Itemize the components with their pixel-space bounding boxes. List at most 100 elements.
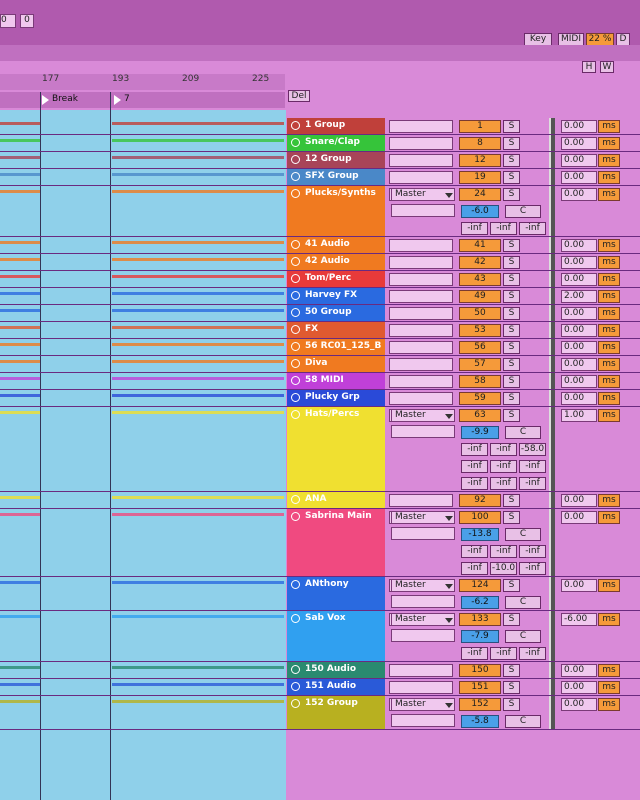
send[interactable]: -58.0 bbox=[519, 443, 546, 456]
delay-value[interactable]: 0.00 bbox=[561, 681, 597, 694]
track-icon[interactable] bbox=[291, 257, 300, 266]
track-name[interactable]: Hats/Percs bbox=[287, 407, 385, 491]
solo-button[interactable]: S bbox=[503, 154, 520, 167]
delay-value[interactable]: 0.00 bbox=[561, 307, 597, 320]
delay-unit[interactable]: ms bbox=[598, 341, 620, 354]
delay-unit[interactable]: ms bbox=[598, 494, 620, 507]
solo-button[interactable]: S bbox=[503, 171, 520, 184]
track-icon[interactable] bbox=[291, 138, 300, 147]
track-icon[interactable] bbox=[291, 172, 300, 181]
volume[interactable]: -9.9 bbox=[461, 426, 499, 439]
solo-button[interactable]: S bbox=[503, 579, 520, 592]
send[interactable]: -inf bbox=[490, 443, 517, 456]
pan[interactable]: C bbox=[505, 596, 541, 609]
track-name[interactable]: Plucks/Synths bbox=[287, 186, 385, 236]
send[interactable]: -inf bbox=[490, 477, 517, 490]
track-icon[interactable] bbox=[291, 614, 300, 623]
solo-button[interactable]: S bbox=[503, 307, 520, 320]
track-name[interactable]: ANthony bbox=[287, 577, 385, 610]
solo-button[interactable]: S bbox=[503, 137, 520, 150]
track-icon[interactable] bbox=[291, 240, 300, 249]
delay-value[interactable]: 0.00 bbox=[561, 273, 597, 286]
solo-button[interactable]: S bbox=[503, 511, 520, 524]
delay-value[interactable]: 0.00 bbox=[561, 698, 597, 711]
volume[interactable]: -5.8 bbox=[461, 715, 499, 728]
track-name[interactable]: Sabrina Main bbox=[287, 509, 385, 576]
solo-button[interactable]: S bbox=[503, 409, 520, 422]
track-icon[interactable] bbox=[291, 359, 300, 368]
delay-value[interactable]: 1.00 bbox=[561, 409, 597, 422]
delay-unit[interactable]: ms bbox=[598, 681, 620, 694]
track-icon[interactable] bbox=[291, 155, 300, 164]
output-routing[interactable]: Master bbox=[391, 409, 455, 422]
track-icon[interactable] bbox=[291, 325, 300, 334]
send[interactable]: -inf bbox=[490, 460, 517, 473]
send[interactable]: -inf bbox=[490, 647, 517, 660]
track-name[interactable]: 12 Group bbox=[287, 152, 385, 168]
solo-button[interactable]: S bbox=[503, 375, 520, 388]
solo-button[interactable]: S bbox=[503, 681, 520, 694]
delay-value[interactable]: 0.00 bbox=[561, 171, 597, 184]
track-icon[interactable] bbox=[291, 699, 300, 708]
solo-button[interactable]: S bbox=[503, 239, 520, 252]
w-button[interactable]: W bbox=[600, 61, 614, 73]
solo-button[interactable]: S bbox=[503, 273, 520, 286]
send[interactable]: -inf bbox=[519, 460, 546, 473]
track-name[interactable]: 152 Group bbox=[287, 696, 385, 729]
track-name[interactable]: 56 RC01_125_B bbox=[287, 339, 385, 355]
pan[interactable]: C bbox=[505, 630, 541, 643]
solo-button[interactable]: S bbox=[503, 256, 520, 269]
solo-button[interactable]: S bbox=[503, 188, 520, 201]
send[interactable]: -inf bbox=[519, 477, 546, 490]
delay-unit[interactable]: ms bbox=[598, 188, 620, 201]
delay-value[interactable]: 0.00 bbox=[561, 188, 597, 201]
output-routing[interactable]: Master bbox=[391, 579, 455, 592]
track-name[interactable]: FX bbox=[287, 322, 385, 338]
delay-unit[interactable]: ms bbox=[598, 698, 620, 711]
solo-button[interactable]: S bbox=[503, 392, 520, 405]
track-name[interactable]: 1 Group bbox=[287, 118, 385, 134]
track-name[interactable]: 42 Audio bbox=[287, 254, 385, 270]
delay-value[interactable]: 0.00 bbox=[561, 154, 597, 167]
delay-unit[interactable]: ms bbox=[598, 239, 620, 252]
delay-value[interactable]: 0.00 bbox=[561, 494, 597, 507]
send[interactable]: -inf bbox=[461, 647, 488, 660]
track-name[interactable]: SFX Group bbox=[287, 169, 385, 185]
volume[interactable]: -7.9 bbox=[461, 630, 499, 643]
track-name[interactable]: 151 Audio bbox=[287, 679, 385, 695]
delay-unit[interactable]: ms bbox=[598, 256, 620, 269]
solo-button[interactable]: S bbox=[503, 494, 520, 507]
delay-value[interactable]: 0.00 bbox=[561, 239, 597, 252]
delay-unit[interactable]: ms bbox=[598, 409, 620, 422]
output-routing[interactable]: Master bbox=[391, 511, 455, 524]
track-name[interactable]: 150 Audio bbox=[287, 662, 385, 678]
delay-unit[interactable]: ms bbox=[598, 613, 620, 626]
send[interactable]: -inf bbox=[461, 477, 488, 490]
delay-value[interactable]: 0.00 bbox=[561, 664, 597, 677]
volume[interactable]: -6.0 bbox=[461, 205, 499, 218]
delay-value[interactable]: 0.00 bbox=[561, 256, 597, 269]
output-routing[interactable]: Master bbox=[391, 698, 455, 711]
send[interactable]: -inf bbox=[461, 443, 488, 456]
pan[interactable]: C bbox=[505, 715, 541, 728]
solo-button[interactable]: S bbox=[503, 613, 520, 626]
track-icon[interactable] bbox=[291, 665, 300, 674]
del-button[interactable]: Del bbox=[288, 90, 310, 102]
send[interactable]: -inf bbox=[461, 460, 488, 473]
solo-button[interactable]: S bbox=[503, 324, 520, 337]
pan[interactable]: C bbox=[505, 426, 541, 439]
track-name[interactable]: ANA bbox=[287, 492, 385, 508]
track-icon[interactable] bbox=[291, 189, 300, 198]
delay-value[interactable]: 0.00 bbox=[561, 137, 597, 150]
solo-button[interactable]: S bbox=[503, 290, 520, 303]
track-icon[interactable] bbox=[291, 393, 300, 402]
delay-value[interactable]: 0.00 bbox=[561, 579, 597, 592]
volume[interactable]: -13.8 bbox=[461, 528, 499, 541]
pan[interactable]: C bbox=[505, 528, 541, 541]
delay-unit[interactable]: ms bbox=[598, 324, 620, 337]
track-icon[interactable] bbox=[291, 342, 300, 351]
delay-unit[interactable]: ms bbox=[598, 392, 620, 405]
track-name[interactable]: 50 Group bbox=[287, 305, 385, 321]
send[interactable]: -10.0 bbox=[490, 562, 517, 575]
track-name[interactable]: 58 MIDI bbox=[287, 373, 385, 389]
